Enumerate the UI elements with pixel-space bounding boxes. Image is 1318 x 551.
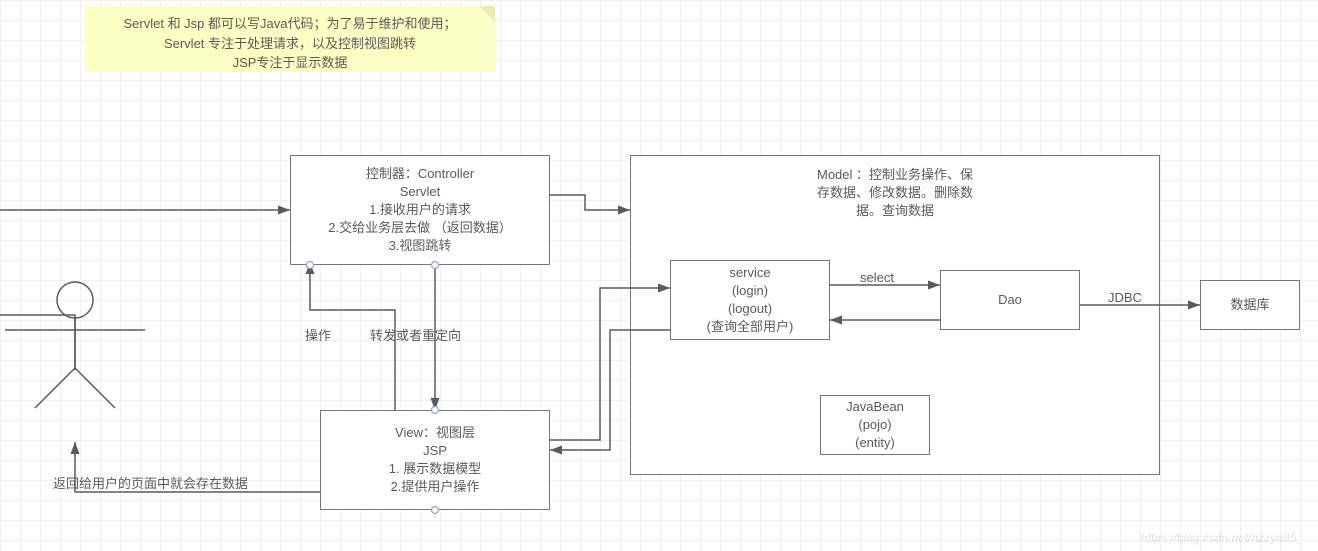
dao-node: Dao — [940, 270, 1080, 330]
text-line: JSP — [423, 442, 447, 460]
text-line: 1. 展示数据模型 — [389, 460, 481, 478]
text-line: 2.交给业务层去做 （返回数据） — [328, 219, 511, 237]
database-node: 数据库 — [1200, 280, 1300, 330]
note-line: Servlet 专注于处理请求，以及控制视图跳转 — [97, 34, 483, 54]
text-line: (pojo) — [858, 416, 891, 434]
text-line: (entity) — [855, 434, 895, 452]
text-line: (logout) — [728, 300, 772, 318]
sticky-note: Servlet 和 Jsp 都可以写Java代码；为了易于维护和使用； Serv… — [85, 6, 495, 72]
note-line: Servlet 和 Jsp 都可以写Java代码；为了易于维护和使用； — [97, 14, 483, 34]
text-line: Dao — [998, 291, 1022, 309]
controller-node: 控制器：Controller Servlet 1.接收用户的请求 2.交给业务层… — [290, 155, 550, 265]
javabean-node: JavaBean (pojo) (entity) — [820, 395, 930, 455]
text-line: 数据库 — [1230, 296, 1269, 314]
note-line: JSP专注于显示数据 — [97, 53, 483, 73]
text-line: View：视图层 — [395, 424, 475, 442]
text-line: (login) — [732, 282, 768, 300]
text-line: 3.视图跳转 — [389, 237, 452, 255]
text-line: (查询全部用户) — [707, 318, 794, 336]
service-node: service (login) (logout) (查询全部用户) — [670, 260, 830, 340]
view-node: View：视图层 JSP 1. 展示数据模型 2.提供用户操作 — [320, 410, 550, 510]
text-line: 控制器：Controller — [366, 165, 474, 183]
text-line: 1.接收用户的请求 — [369, 201, 471, 219]
text-line: 存数据、修改数据。删除数 — [631, 184, 1159, 202]
text-line: JavaBean — [846, 398, 904, 416]
text-line: 据。查询数据 — [631, 202, 1159, 220]
text-line: 2.提供用户操作 — [391, 478, 480, 496]
model-title: Model ：控制业务操作、保 存数据、修改数据。删除数 据。查询数据 — [631, 166, 1159, 221]
text-line: service — [729, 264, 770, 282]
text-line: Servlet — [400, 183, 440, 201]
text-line: Model ：控制业务操作、保 — [631, 166, 1159, 184]
watermark: https://blog.csdn.net/nzzyn95_ — [1141, 531, 1303, 545]
